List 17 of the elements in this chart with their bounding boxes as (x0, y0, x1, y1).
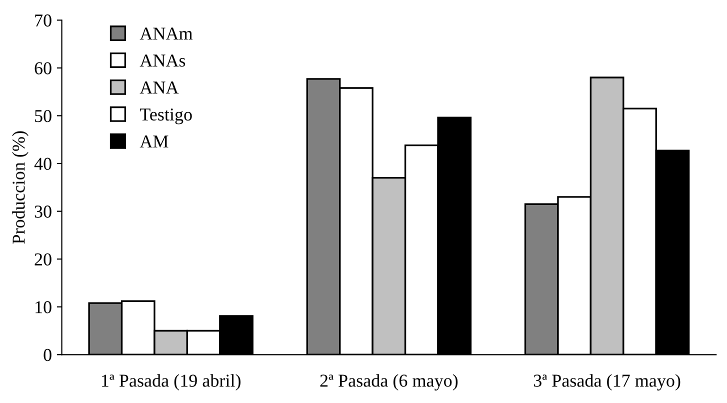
y-axis-title: Produccion (%) (12, 131, 28, 244)
legend-label: ANAs (140, 54, 186, 67)
y-tick-label: 0 (44, 348, 52, 362)
x-tick-label: 2ª Pasada (6 mayo) (320, 374, 458, 391)
y-tick-label: 60 (34, 62, 52, 74)
y-tick-label: 20 (34, 253, 52, 266)
legend-label: Testigo (140, 108, 192, 124)
y-tick-label: 40 (34, 158, 52, 170)
legend-label: ANAm (140, 28, 193, 40)
legend-label: AM (140, 136, 168, 148)
x-tick-label: 3ª Pasada (17 mayo) (534, 374, 680, 391)
y-tick-label: 70 (35, 14, 52, 27)
y-tick-label: 30 (34, 206, 52, 218)
y-tick-label: 50 (35, 110, 52, 122)
x-tick-label: 1ª Pasada (19 abril) (102, 374, 240, 390)
y-tick-label: 10 (36, 301, 52, 314)
legend-label: ANA (140, 82, 179, 94)
